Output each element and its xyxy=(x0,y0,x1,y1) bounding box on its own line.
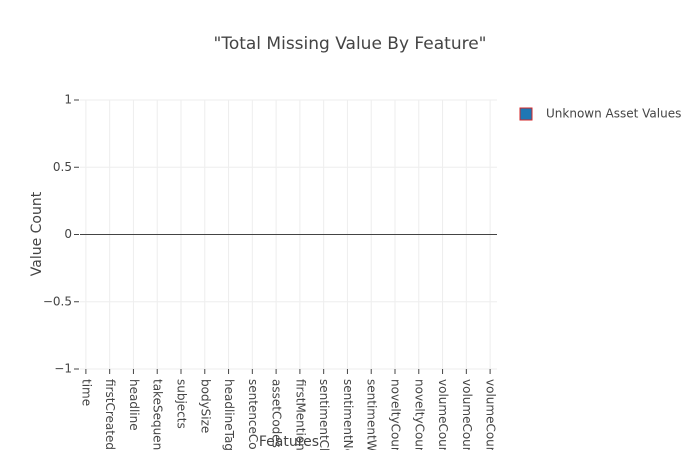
x-tick-label: firstMentionSentence xyxy=(293,379,307,450)
x-tick-label: sentimentNegative xyxy=(341,379,355,450)
y-tick-label: −1 xyxy=(54,362,72,376)
chart-title: "Total Missing Value By Feature" xyxy=(214,34,487,54)
x-tick-label: assetCodes xyxy=(270,379,284,448)
x-axis-title: Features xyxy=(259,434,319,450)
plot-area: −1 −0.5 0 0.5 1 time firstCreated headline takeS… xyxy=(43,93,498,450)
x-tick-label: noveltyCount24H xyxy=(412,379,426,450)
x-tick-label: firstCreated xyxy=(103,379,117,450)
x-tick-label: sentimentWordCount xyxy=(365,379,379,450)
x-tick-label: noveltyCount12H xyxy=(389,379,403,450)
x-tick-label: sentimentClass xyxy=(317,379,331,450)
x-tick-label: headlineTag xyxy=(222,379,236,450)
y-tick-label: 0.5 xyxy=(53,160,72,174)
y-tick-label: 1 xyxy=(64,93,72,107)
y-axis-title: Value Count xyxy=(29,191,45,276)
legend-label: Unknown Asset Values xyxy=(546,107,681,121)
x-tick-label: volumeCounts24H xyxy=(460,379,474,450)
x-tick-label: volumeCounts3D xyxy=(484,379,498,450)
x-tick-label: takeSequence xyxy=(151,379,165,450)
x-tick-label: headline xyxy=(127,379,141,431)
x-tick-label: sentenceCount xyxy=(246,379,260,450)
x-tick-label: time xyxy=(79,379,93,406)
y-tick-label: 0 xyxy=(64,227,72,241)
y-tick-label: −0.5 xyxy=(43,294,72,308)
legend-swatch xyxy=(519,107,533,121)
x-tick-label: volumeCounts12H xyxy=(436,379,450,450)
x-tick-label: bodySize xyxy=(198,379,212,433)
x-tick-label: subjects xyxy=(175,379,189,429)
